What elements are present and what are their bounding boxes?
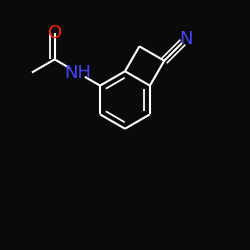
Text: O: O (48, 24, 62, 42)
Text: N: N (180, 30, 193, 48)
Text: NH: NH (64, 64, 91, 82)
